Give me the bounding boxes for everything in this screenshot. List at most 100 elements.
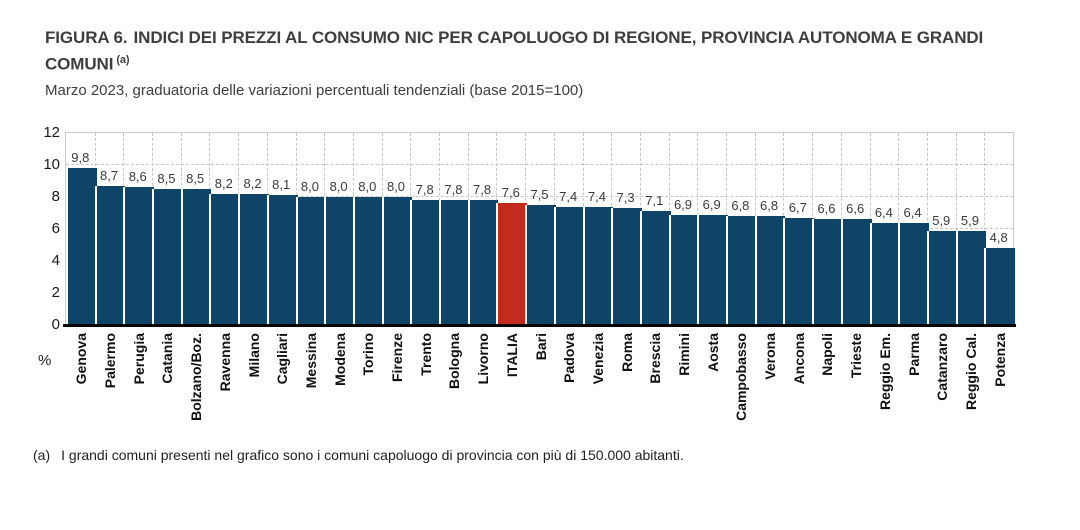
bar bbox=[639, 211, 673, 325]
x-axis-label: Torino bbox=[360, 333, 377, 376]
bar-value-label: 8,2 bbox=[214, 175, 233, 191]
bar-value-label: 7,8 bbox=[415, 182, 434, 198]
bar-value-label: 4,8 bbox=[989, 230, 1008, 246]
h-gridline bbox=[66, 164, 1013, 165]
bar-value-label: 7,4 bbox=[587, 188, 606, 204]
footnote-text: I grandi comuni presenti nel grafico son… bbox=[61, 447, 684, 463]
bar-value-label: 8,2 bbox=[243, 175, 262, 191]
x-axis-label: Brescia bbox=[647, 333, 664, 384]
bar-value-label: 8,6 bbox=[128, 169, 147, 185]
v-gridline bbox=[984, 133, 986, 325]
bar-value-label: 6,4 bbox=[874, 204, 893, 220]
x-axis-label: Catanzaro bbox=[934, 333, 951, 401]
title-note-marker: (a) bbox=[116, 54, 130, 66]
bar-value-label: 8,5 bbox=[157, 171, 176, 186]
x-axis-label: Bologna bbox=[446, 333, 463, 389]
bar-value-label: 8,0 bbox=[358, 179, 377, 194]
x-axis-label: Roma bbox=[618, 333, 635, 372]
x-axis-label: Ancona bbox=[790, 333, 807, 385]
bar-value-label: 6,4 bbox=[903, 204, 922, 220]
y-axis-tick-label: 4 bbox=[51, 252, 60, 269]
bar-value-label: 9,8 bbox=[71, 150, 90, 166]
y-axis-tick-label: 0 bbox=[51, 316, 60, 333]
bar bbox=[783, 217, 817, 325]
x-axis-label: Potenza bbox=[991, 333, 1008, 387]
bar-value-label: 8,7 bbox=[99, 167, 119, 183]
bar bbox=[467, 200, 501, 325]
bar-value-label: 8,1 bbox=[272, 177, 291, 193]
figure-title: FIGURA 6. INDICI DEI PREZZI AL CONSUMO NI… bbox=[45, 26, 1050, 76]
y-axis-tick-label: 6 bbox=[51, 220, 60, 237]
bar-value-label: 5,9 bbox=[932, 212, 951, 228]
x-axis-line bbox=[63, 324, 1016, 327]
bar bbox=[266, 195, 300, 325]
x-axis-label: Venezia bbox=[589, 333, 606, 385]
bar bbox=[668, 214, 702, 325]
x-axis-label: Reggio Cal. bbox=[962, 333, 979, 411]
y-axis: 0 2 4 6 8 10 12 bbox=[26, 124, 66, 333]
figure-title-text: INDICI DEI PREZZI AL CONSUMO NIC PER CAP… bbox=[45, 28, 984, 74]
x-axis-label: Parma bbox=[905, 333, 922, 376]
bar-value-label: 8,0 bbox=[300, 179, 319, 194]
bar-value-label: 5,9 bbox=[960, 212, 979, 228]
x-axis-label: Napoli bbox=[819, 333, 836, 376]
x-axis-label: Rimini bbox=[675, 333, 692, 376]
x-axis-label: Perugia bbox=[130, 333, 147, 385]
x-axis-label: Verona bbox=[762, 333, 779, 380]
x-axis-labels: Genova Palermo Perugia Catania Bolzano/Boz. R… bbox=[67, 333, 1014, 443]
x-axis-label: Livorno bbox=[475, 333, 492, 385]
bar-value-label: 7,4 bbox=[559, 188, 578, 204]
price-index-bar-chart: 0 2 4 6 8 10 12 9,8 8,7 8,6 8,5 8,5 8,2 8,2 8,1 8,0 8,0… bbox=[26, 124, 1017, 333]
y-axis-tick-label: 8 bbox=[51, 188, 60, 205]
x-axis-label: Messina bbox=[302, 333, 319, 389]
x-axis-label: Genova bbox=[73, 333, 90, 385]
bar-value-label: 6,9 bbox=[673, 196, 693, 212]
bar-value-label: 6,7 bbox=[788, 199, 807, 215]
y-axis-tick-label: 2 bbox=[51, 284, 60, 301]
bar-value-label: 6,8 bbox=[760, 198, 779, 214]
h-gridline bbox=[66, 196, 1013, 197]
bar-value-label: 8,5 bbox=[186, 171, 205, 186]
bar bbox=[926, 230, 960, 325]
x-axis-label: Aosta bbox=[704, 333, 721, 372]
y-axis-tick-label: 12 bbox=[43, 124, 60, 141]
bar-value-label: 7,8 bbox=[473, 182, 492, 198]
x-axis-label: Trento bbox=[417, 333, 434, 376]
x-axis-label-italia: ITALIA bbox=[503, 333, 520, 378]
figure-header: FIGURA 6. INDICI DEI PREZZI AL CONSUMO NI… bbox=[45, 26, 1050, 100]
x-axis-label: Padova bbox=[561, 333, 578, 383]
v-gridline bbox=[955, 133, 957, 325]
bar-value-label: 7,5 bbox=[530, 187, 549, 202]
plot-border bbox=[65, 132, 1014, 325]
bar-value-label: 7,1 bbox=[645, 193, 664, 209]
x-axis-label: Modena bbox=[331, 333, 348, 386]
footnote-marker: (a) bbox=[33, 447, 51, 463]
bar bbox=[94, 185, 128, 325]
x-axis-label: Bolzano/Boz. bbox=[188, 333, 205, 421]
x-axis-label: Reggio Em. bbox=[876, 333, 893, 411]
x-axis-label: Firenze bbox=[389, 333, 405, 383]
y-axis-tick-label: 10 bbox=[43, 156, 60, 173]
bar-value-label: 8,0 bbox=[386, 179, 406, 194]
bar bbox=[812, 219, 845, 325]
bar bbox=[984, 248, 1017, 325]
x-axis-label: Trieste bbox=[848, 333, 865, 379]
x-axis-label: Catania bbox=[159, 333, 176, 384]
bar-value-label: 6,9 bbox=[702, 196, 721, 212]
x-axis-label: Bari bbox=[532, 333, 549, 361]
figure-subtitle: Marzo 2023, graduatoria delle variazioni… bbox=[45, 81, 584, 99]
bar-value-label: 7,6 bbox=[501, 185, 520, 201]
y-axis-unit-label: % bbox=[38, 352, 52, 369]
x-axis-label: Ravenna bbox=[216, 333, 233, 392]
x-axis-label: Campobasso bbox=[733, 333, 750, 421]
x-axis-label: Cagliari bbox=[274, 333, 291, 385]
bar-value-label: 7,3 bbox=[616, 190, 635, 206]
bar-value-label: 8,0 bbox=[329, 179, 348, 194]
bar-value-label: 6,6 bbox=[846, 201, 865, 217]
bar-value-label: 6,8 bbox=[731, 198, 750, 214]
bar-value-label: 6,6 bbox=[817, 201, 836, 217]
figure-number: FIGURA 6. bbox=[45, 28, 128, 47]
plot-area: 9,8 8,7 8,6 8,5 8,5 8,2 8,2 8,1 8,0 8,0 8,0 8,0 7,8 7… bbox=[63, 132, 1017, 327]
footnote: (a) I grandi comuni presenti nel grafico … bbox=[33, 447, 684, 463]
